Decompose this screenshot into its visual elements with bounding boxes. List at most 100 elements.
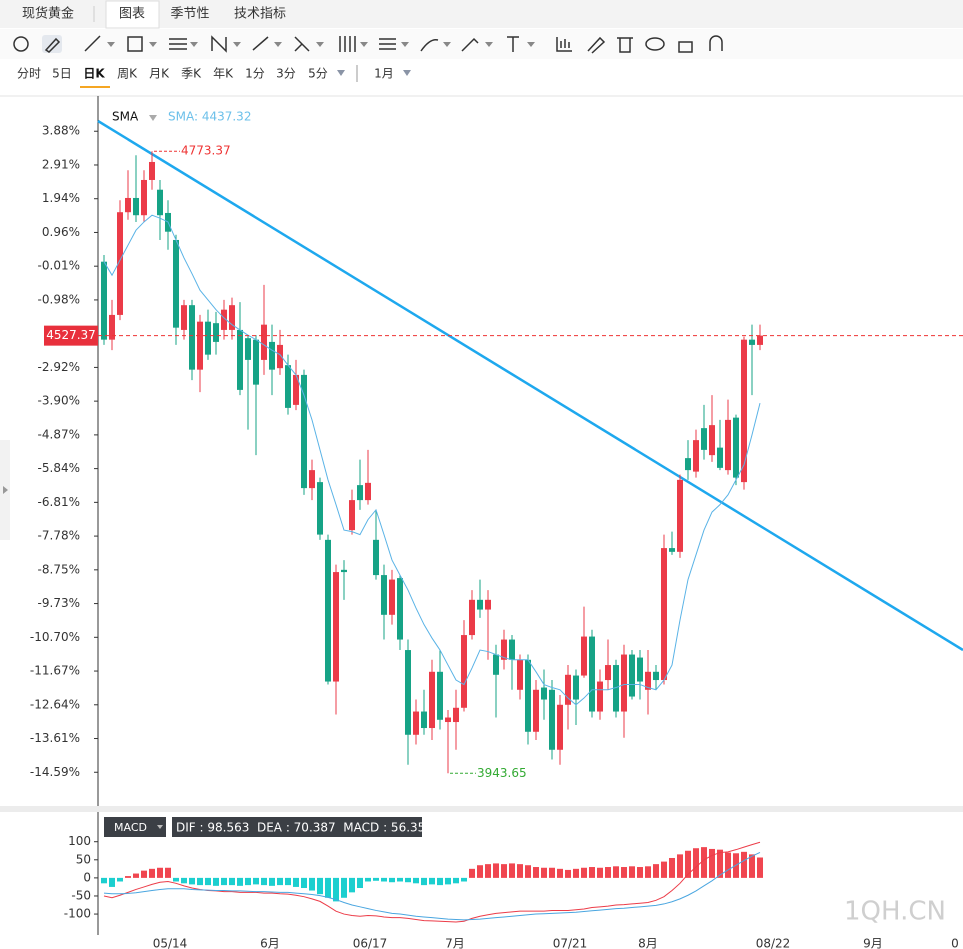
toolbar-carets (107, 42, 535, 47)
y-tick-label: -12.64% (30, 697, 80, 711)
period[interactable]: 年K (213, 67, 234, 81)
icon[interactable] (507, 36, 519, 52)
period[interactable]: 日K (83, 67, 105, 81)
macd-bar (541, 867, 547, 878)
candle-body (493, 654, 499, 675)
macd-bar (197, 877, 203, 886)
icon[interactable] (44, 37, 61, 53)
legend-name: SMA (112, 110, 139, 124)
candle-body (285, 365, 291, 408)
y-tick-label: 0.96% (42, 225, 80, 239)
icon[interactable] (211, 35, 227, 53)
tab[interactable]: 现货黄金 (22, 6, 74, 22)
tab[interactable]: 技术指标 (234, 7, 286, 22)
icon[interactable] (84, 35, 101, 52)
tab[interactable]: 季节性 (170, 7, 209, 22)
candle-body (357, 485, 363, 501)
macd-bar (653, 864, 659, 878)
high-label: 4773.37 (181, 144, 231, 158)
candle-body (365, 482, 371, 501)
icon[interactable] (645, 37, 665, 51)
macd-bar (629, 866, 635, 878)
icon[interactable] (379, 38, 396, 50)
candle-body (613, 665, 619, 712)
candle-body (445, 717, 451, 723)
macd-bar (157, 867, 163, 878)
macd-bar (109, 877, 115, 887)
candle-body (645, 671, 651, 690)
candle-body (517, 659, 523, 690)
candle-body (325, 539, 331, 682)
macd-bar (581, 867, 587, 878)
candle-body (469, 599, 475, 636)
candle-body (253, 339, 259, 385)
price-tag-label: 4527.37 (46, 328, 96, 342)
trend-line[interactable] (97, 119, 963, 652)
candle-body (589, 636, 595, 712)
candle-body (637, 657, 643, 682)
candle-body (629, 654, 635, 697)
icon[interactable] (678, 41, 693, 53)
period[interactable]: 分时 (17, 67, 41, 81)
y-tick-label: -100 (64, 907, 91, 921)
macd-bar (245, 877, 251, 886)
macd-bar (701, 847, 707, 878)
macd-bar (757, 857, 763, 878)
icon[interactable] (617, 37, 633, 53)
macd-bar (357, 877, 363, 889)
icon[interactable] (252, 36, 269, 51)
candle-body (333, 572, 339, 682)
macd-bar (277, 877, 283, 886)
candle-body (653, 671, 659, 681)
candle-body (757, 335, 763, 345)
readout-box (172, 817, 422, 837)
candle-body (413, 711, 419, 735)
candle-body (381, 575, 387, 615)
candle-body (309, 470, 315, 489)
candle-body (533, 689, 539, 732)
macd-bar (685, 850, 691, 878)
candle-body (141, 179, 147, 216)
period[interactable]: 5日 (52, 67, 72, 81)
y-tick-label: -11.67% (30, 664, 80, 678)
macd-bar (589, 867, 595, 878)
y-tick-label: -0.98% (38, 292, 80, 306)
icon[interactable] (556, 37, 572, 52)
icon[interactable] (587, 36, 606, 54)
legend-caret[interactable] (149, 115, 157, 121)
macd-bar (749, 854, 755, 878)
icon[interactable] (13, 36, 29, 52)
candle-body (229, 305, 235, 330)
icon[interactable] (709, 35, 723, 51)
period[interactable]: 3分 (276, 67, 296, 81)
macd-bar (661, 861, 667, 878)
candle-body (461, 635, 467, 708)
macd-bar (525, 865, 531, 878)
macd-bar (693, 848, 699, 878)
tab[interactable]: 图表 (119, 7, 145, 22)
macd-bar (413, 877, 419, 884)
icon[interactable] (169, 38, 187, 50)
candle-body (661, 548, 667, 681)
period[interactable]: 周K (117, 67, 138, 81)
range[interactable]: 1月 (374, 67, 394, 81)
icon[interactable] (461, 37, 479, 52)
period[interactable]: 月K (149, 67, 170, 81)
macd-bar (253, 877, 259, 885)
candle-body (685, 458, 691, 471)
period[interactable]: 5分 (308, 67, 328, 81)
period[interactable]: 季K (181, 67, 202, 81)
price-tag (44, 325, 98, 346)
macd-readout: DIF : 98.563 DEA : 70.387 MACD : 56.352 (176, 821, 433, 835)
icon[interactable] (127, 36, 143, 52)
y-tick-label: 3.88% (42, 124, 80, 138)
icon[interactable] (420, 38, 439, 52)
candle-body (693, 440, 699, 472)
macd-bar (533, 867, 539, 878)
candle-body (133, 197, 139, 216)
candle-body (509, 639, 515, 660)
indicator-box[interactable] (104, 817, 166, 837)
period[interactable]: 1分 (245, 67, 265, 81)
icon[interactable] (339, 36, 356, 52)
icon[interactable] (294, 36, 310, 52)
